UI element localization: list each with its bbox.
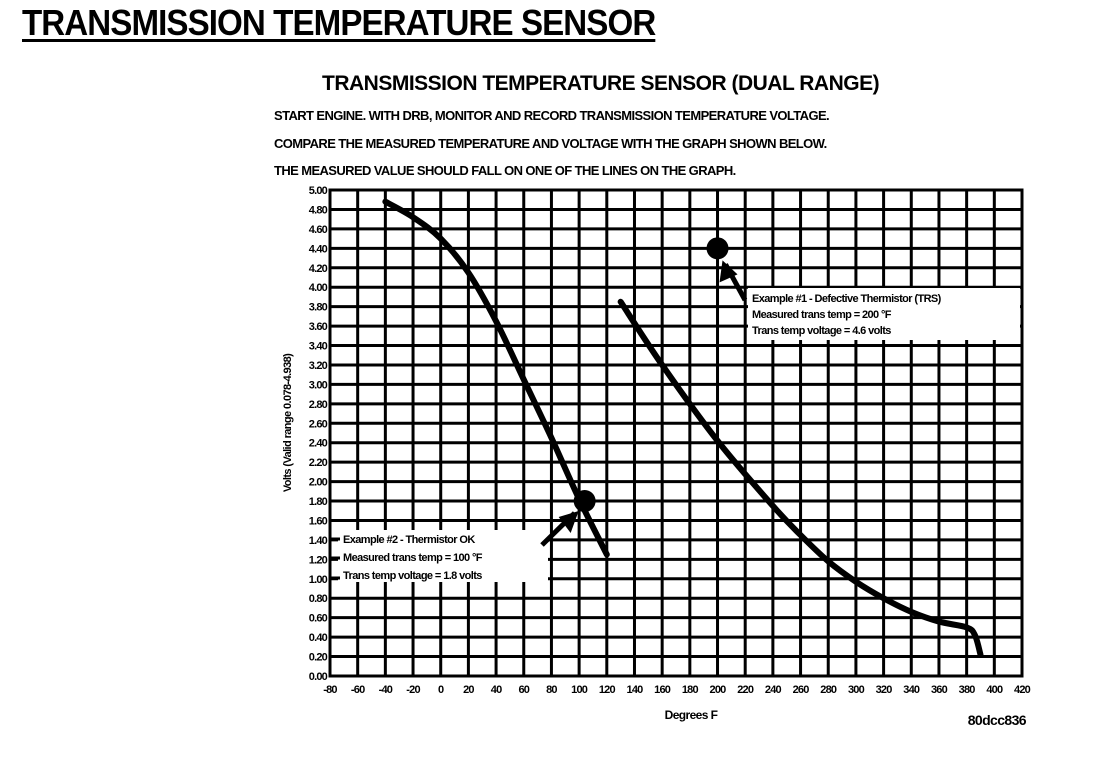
y-tick-label: 0.80 xyxy=(309,593,328,605)
plot-frame xyxy=(328,188,1024,678)
annotation-text: Measured trans temp = 100 °F xyxy=(343,552,483,564)
y-tick-label: 1.60 xyxy=(309,515,328,527)
y-tick-label: 1.20 xyxy=(309,554,328,566)
annotation-text: Trans temp voltage = 1.8 volts xyxy=(343,570,482,582)
example-point xyxy=(573,490,596,513)
y-tick-label: 0.20 xyxy=(309,652,328,664)
arrow-head xyxy=(558,511,579,534)
x-tick-label: 40 xyxy=(491,684,502,696)
x-tick-label: 20 xyxy=(463,684,474,696)
annotation-text: Example #1 - Defective Thermistor (TRS) xyxy=(752,293,942,305)
y-tick-label: 3.80 xyxy=(309,302,328,314)
x-tick-label: 400 xyxy=(986,684,1003,696)
y-tick-label: 2.20 xyxy=(309,457,328,469)
x-tick-label: 240 xyxy=(765,684,782,696)
x-tick-label: 80 xyxy=(546,684,557,696)
x-tick-label: -80 xyxy=(323,684,337,696)
y-tick-label: 0.00 xyxy=(309,671,328,683)
x-tick-label: 340 xyxy=(903,684,920,696)
arrow-head xyxy=(719,260,738,283)
x-tick-label: 360 xyxy=(931,684,948,696)
x-tick-label: 420 xyxy=(1014,684,1031,696)
example-point xyxy=(706,237,729,260)
x-tick-label: 220 xyxy=(737,684,754,696)
x-tick-label: 120 xyxy=(599,684,616,696)
x-tick-label: 160 xyxy=(654,684,671,696)
annotation-text: Trans temp voltage = 4.6 volts xyxy=(752,325,891,337)
y-tick-label: 1.00 xyxy=(309,574,328,586)
y-tick-label: 3.00 xyxy=(309,379,328,391)
series-line xyxy=(382,198,610,558)
x-tick-label: 260 xyxy=(793,684,810,696)
y-tick-label: 3.20 xyxy=(309,360,328,372)
x-tick-label: 140 xyxy=(627,684,644,696)
y-tick-label: 3.40 xyxy=(309,341,328,353)
annotation-text: Measured trans temp = 200 °F xyxy=(752,309,892,321)
x-tick-label: 200 xyxy=(710,684,727,696)
y-tick-label: 4.80 xyxy=(309,204,328,216)
y-tick-label: 3.60 xyxy=(309,321,328,333)
page-title: TRANSMISSION TEMPERATURE SENSOR xyxy=(22,2,656,43)
x-tick-label: 300 xyxy=(848,684,865,696)
y-tick-label: 2.40 xyxy=(309,438,328,450)
x-tick-label: -60 xyxy=(351,684,365,696)
chart-title: TRANSMISSION TEMPERATURE SENSOR (DUAL RA… xyxy=(322,72,880,95)
x-tick-label: 280 xyxy=(820,684,837,696)
instruction-line: COMPARE THE MEASURED TEMPERATURE AND VOL… xyxy=(274,136,827,151)
annotation-background xyxy=(338,530,548,582)
y-tick-label: 5.00 xyxy=(309,185,328,197)
figure-id: 80dcc836 xyxy=(968,712,1027,728)
x-tick-label: 180 xyxy=(682,684,699,696)
y-tick-label: 2.00 xyxy=(309,477,328,489)
instruction-line: THE MEASURED VALUE SHOULD FALL ON ONE OF… xyxy=(274,163,736,178)
y-tick-label: 0.40 xyxy=(309,632,328,644)
y-tick-label: 4.20 xyxy=(309,263,328,275)
annotation-background xyxy=(748,288,1020,340)
y-tick-label: 4.00 xyxy=(309,282,328,294)
annotation-text: Example #2 - Thermistor OK xyxy=(343,534,475,546)
y-axis-label: Volts (Valid range 0.078-4.938) xyxy=(282,353,294,492)
y-tick-label: 4.60 xyxy=(309,224,328,236)
x-tick-label: 60 xyxy=(518,684,529,696)
y-tick-label: 4.40 xyxy=(309,243,328,255)
x-tick-label: -20 xyxy=(406,684,420,696)
y-tick-label: 1.80 xyxy=(309,496,328,508)
x-axis-label: Degrees F xyxy=(665,708,718,722)
series-line xyxy=(617,298,984,658)
x-tick-label: 100 xyxy=(571,684,588,696)
x-tick-label: -40 xyxy=(379,684,393,696)
x-tick-label: 320 xyxy=(876,684,893,696)
x-tick-label: 380 xyxy=(959,684,976,696)
y-tick-label: 1.40 xyxy=(309,535,328,547)
y-tick-label: 0.60 xyxy=(309,613,328,625)
y-tick-label: 2.80 xyxy=(309,399,328,411)
y-tick-label: 2.60 xyxy=(309,418,328,430)
instruction-line: START ENGINE. WITH DRB, MONITOR AND RECO… xyxy=(274,108,830,123)
x-tick-label: 0 xyxy=(438,684,444,696)
